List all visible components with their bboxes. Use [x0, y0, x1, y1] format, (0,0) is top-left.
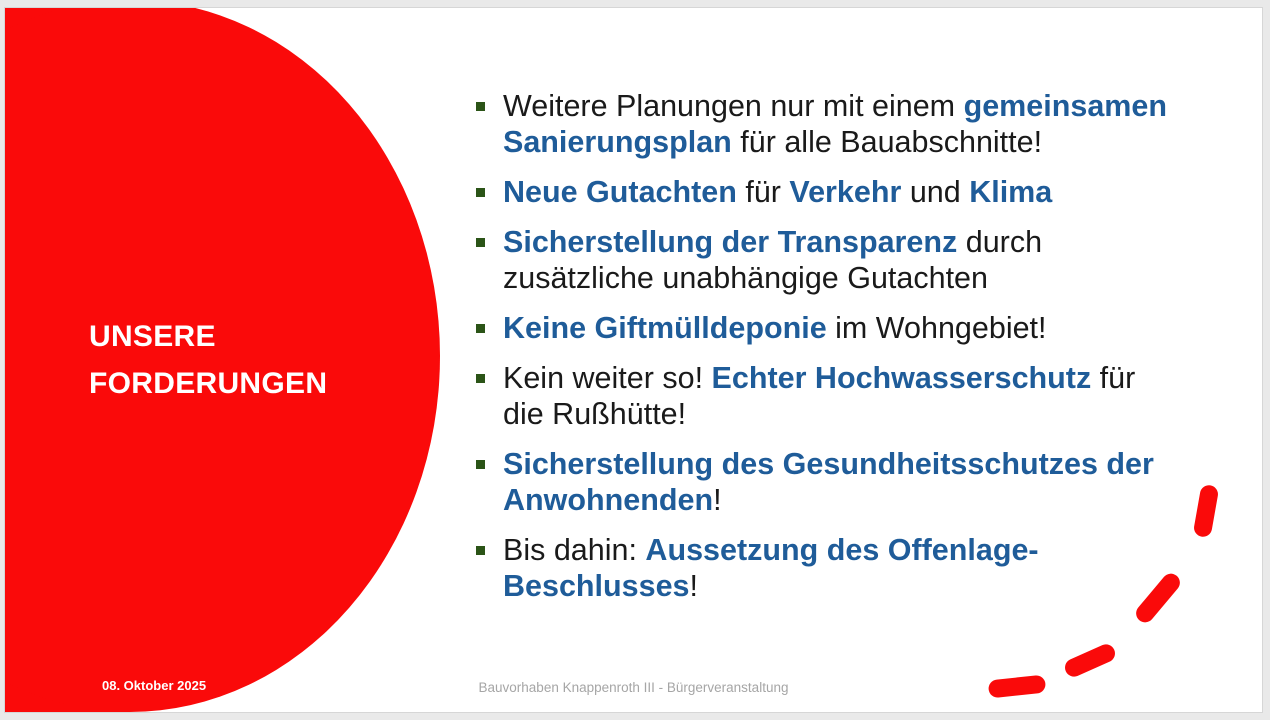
bullet-gutachten: Neue Gutachten für Verkehr und Klima — [473, 174, 1183, 210]
plain-phrase: Kein weiter so! — [503, 361, 712, 395]
highlighted-phrase: Klima — [969, 175, 1053, 209]
plain-phrase: durch zusätzliche unabhängige Gutachten — [503, 225, 1043, 295]
presentation-slide: UNSERE FORDERUNGEN 08. Oktober 2025 Weit… — [5, 8, 1262, 712]
bullet-giftmuelldeponie: Keine Giftmülldeponie im Wohngebiet! — [473, 310, 1183, 346]
red-dash-icon-1 — [1192, 483, 1220, 539]
plain-phrase: im Wohngebiet! — [826, 311, 1047, 345]
bullet-sanierungsplan: Weitere Planungen nur mit einem gemeinsa… — [473, 88, 1183, 160]
bullet-text: Sicherstellung des Gesundheitsschutzes d… — [503, 446, 1183, 518]
bullet-text: Weitere Planungen nur mit einem gemeinsa… — [503, 88, 1183, 160]
plain-phrase: für die Rußhütte! — [503, 361, 1136, 431]
slide-footer: Bauvorhaben Knappenroth III - Bürgervera… — [478, 680, 789, 695]
plain-phrase: für — [736, 175, 790, 209]
bullet-gesundheitsschutz: Sicherstellung des Gesundheitsschutzes d… — [473, 446, 1183, 518]
highlighted-phrase: Sicherstellung der Transparenz — [503, 225, 958, 259]
bullet-text: Sicherstellung der Transparenz durch zus… — [503, 224, 1183, 296]
plain-phrase: und — [901, 175, 970, 209]
square-bullet-icon — [476, 546, 485, 555]
square-bullet-icon — [476, 460, 485, 469]
bullet-hochwasserschutz: Kein weiter so! Echter Hochwasserschutz … — [473, 360, 1183, 432]
plain-phrase: ! — [689, 569, 698, 603]
highlighted-phrase: Keine Giftmülldeponie — [503, 311, 827, 345]
plain-phrase: Weitere Planungen nur mit einem — [503, 89, 964, 123]
highlighted-phrase: Neue Gutachten — [503, 175, 737, 209]
highlighted-phrase: Verkehr — [789, 175, 902, 209]
plain-phrase: für alle Bauabschnitte! — [731, 125, 1043, 159]
highlighted-phrase: Aussetzung des Offenlage-Beschlusses — [503, 533, 1039, 603]
bullet-text: Keine Giftmülldeponie im Wohngebiet! — [503, 310, 1183, 346]
plain-phrase: ! — [713, 483, 722, 517]
highlighted-phrase: gemeinsamen Sanierungsplan — [503, 89, 1167, 159]
square-bullet-icon — [476, 238, 485, 247]
bullet-text: Bis dahin: Aussetzung des Offenlage-Besc… — [503, 532, 1183, 604]
bullet-offenlage: Bis dahin: Aussetzung des Offenlage-Besc… — [473, 532, 1183, 604]
square-bullet-icon — [476, 374, 485, 383]
square-bullet-icon — [476, 102, 485, 111]
slide-date: 08. Oktober 2025 — [102, 678, 207, 693]
bullet-list: Weitere Planungen nur mit einem gemeinsa… — [473, 88, 1183, 604]
bullet-transparenz: Sicherstellung der Transparenz durch zus… — [473, 224, 1183, 296]
slide-title-line-1: UNSERE — [89, 320, 216, 353]
red-dash-icon-3 — [1062, 641, 1118, 680]
slide-title-line-2: FORDERUNGEN — [89, 367, 328, 400]
square-bullet-icon — [476, 188, 485, 197]
highlighted-phrase: Echter Hochwasserschutz — [711, 361, 1092, 395]
bullet-text: Kein weiter so! Echter Hochwasserschutz … — [503, 360, 1183, 432]
highlighted-phrase: Sicherstellung des Gesundheitsschutzes d… — [503, 447, 1154, 517]
plain-phrase: Bis dahin: — [503, 533, 646, 567]
bullet-text: Neue Gutachten für Verkehr und Klima — [503, 174, 1183, 210]
slide-title: UNSERE FORDERUNGEN — [89, 313, 419, 407]
square-bullet-icon — [476, 324, 485, 333]
